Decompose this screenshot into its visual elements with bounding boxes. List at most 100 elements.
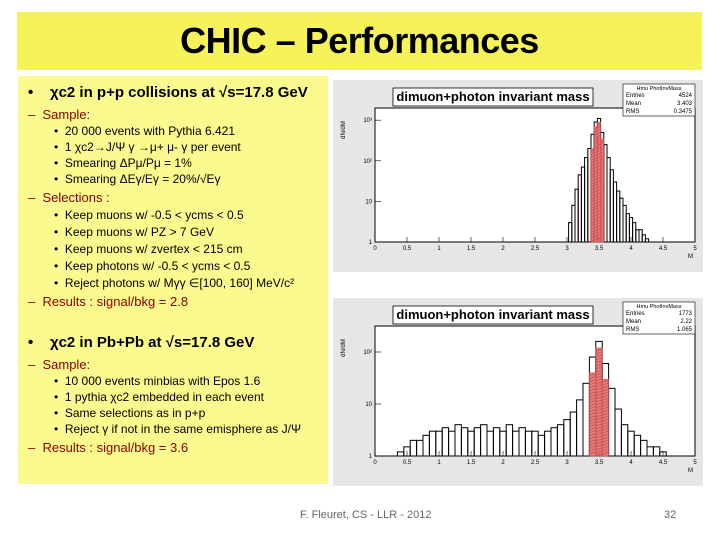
- slide-title: CHIC – Performances: [180, 20, 539, 61]
- signal-hatch: [594, 157, 598, 160]
- signal-hatch: [602, 394, 609, 398]
- signal-hatch: [595, 417, 603, 421]
- signal-hatch: [589, 436, 596, 439]
- histogram-panel-pp: dimuon+photon invariant mass Hmu PhotInvM…: [333, 80, 703, 272]
- signal-hatch: [594, 202, 598, 205]
- histogram-bin: [659, 451, 667, 457]
- signal-hatch: [595, 366, 603, 370]
- signal-hatch: [597, 137, 601, 141]
- plot-frame: [374, 325, 696, 457]
- signal-hatch: [600, 178, 604, 181]
- signal-hatch: [597, 227, 601, 231]
- stats-value: 1773: [679, 311, 693, 317]
- signal-hatch: [595, 390, 603, 394]
- signal-hatch: [594, 205, 598, 208]
- y-tick-label: 1: [369, 240, 373, 246]
- signal-hatch: [594, 166, 598, 169]
- signal-hatch: [594, 133, 598, 136]
- histogram-pp: dimuon+photon invariant mass Hmu PhotInvM…: [341, 83, 697, 260]
- signal-hatch: [594, 226, 598, 229]
- pp-sample-item: • 1 χc2→J/Ψ γ →μ+ μ- γ per event: [54, 140, 241, 154]
- pbpb-sample-item: • 10 000 events minbias with Epos 1.6: [54, 374, 261, 388]
- signal-hatch: [597, 236, 601, 240]
- text-panel: • χc2 in p+p collisions at √s=17.8 GeV –…: [18, 76, 328, 484]
- signal-hatch: [590, 239, 595, 242]
- signal-hatch: [589, 376, 596, 379]
- signal-hatch: [597, 128, 601, 132]
- signal-hatch: [590, 206, 595, 209]
- signal-hatch: [594, 142, 598, 145]
- signal-hatch: [590, 209, 595, 212]
- signal-hatch: [600, 151, 604, 154]
- signal-hatch: [600, 139, 604, 142]
- x-tick-label: 1: [437, 460, 441, 466]
- signal-hatch: [597, 179, 601, 183]
- signal-hatch: [595, 426, 603, 430]
- signal-hatch: [589, 442, 596, 445]
- signal-hatch: [589, 406, 596, 409]
- signal-hatch: [589, 427, 596, 430]
- signal-hatch: [602, 406, 609, 410]
- x-tick-label: 3.5: [595, 246, 604, 252]
- signal-hatch: [594, 172, 598, 175]
- signal-hatch: [594, 190, 598, 193]
- signal-hatch: [600, 166, 604, 169]
- pp-selection-item: • Keep muons w/ PZ > 7 GeV: [54, 225, 214, 239]
- stats-value: 3.403: [677, 101, 693, 107]
- x-tick-label: 1: [437, 246, 441, 252]
- signal-hatch: [602, 400, 609, 404]
- pp-selection-item: • Keep photons w/ -0.5 < ycms < 0.5: [54, 259, 251, 273]
- signal-hatch: [590, 185, 595, 188]
- pp-heading: χc2 in p+p collisions at √s=17.8 GeV: [49, 84, 308, 101]
- signal-hatch: [597, 215, 601, 219]
- signal-hatch: [594, 136, 598, 139]
- signal-hatch: [602, 391, 609, 395]
- signal-hatch: [590, 155, 595, 158]
- signal-hatch: [590, 167, 595, 170]
- signal-hatch: [595, 420, 603, 424]
- pp-selections-row: – Selections :: [28, 190, 110, 205]
- signal-hatch: [595, 438, 603, 442]
- signal-hatch: [600, 154, 604, 157]
- signal-hatch: [602, 403, 609, 407]
- signal-hatch: [597, 194, 601, 198]
- signal-hatch: [597, 185, 601, 189]
- signal-hatch: [600, 214, 604, 217]
- histogram-pbpb: dimuon+photon invariant mass Hmu PhotInvM…: [341, 301, 697, 474]
- signal-hatch: [602, 451, 609, 455]
- signal-hatch: [600, 193, 604, 196]
- signal-hatch: [595, 429, 603, 433]
- pp-sample-row: – Sample:: [28, 107, 90, 122]
- x-tick-label: 2: [501, 460, 505, 466]
- signal-hatch: [594, 187, 598, 190]
- x-tick-label: 3: [565, 246, 569, 252]
- signal-hatch: [589, 451, 596, 454]
- signal-hatch: [589, 403, 596, 406]
- stats-label: Entries: [626, 311, 645, 317]
- signal-hatch: [600, 169, 604, 172]
- signal-hatch: [597, 233, 601, 237]
- signal-hatch: [594, 130, 598, 133]
- signal-hatch: [590, 236, 595, 239]
- signal-hatch: [595, 414, 603, 418]
- signal-hatch: [597, 131, 601, 135]
- signal-hatch: [600, 163, 604, 166]
- pp-selection-item: • Reject photons w/ Mγγ ∈[100, 160] MeV/…: [54, 276, 295, 290]
- signal-hatch: [590, 182, 595, 185]
- signal-hatch: [600, 199, 604, 202]
- pbpb-sample-row: – Sample:: [28, 357, 90, 372]
- signal-hatch: [595, 405, 603, 409]
- signal-hatch: [594, 175, 598, 178]
- signal-hatch: [597, 188, 601, 192]
- signal-hatch: [590, 191, 595, 194]
- signal-hatch: [597, 143, 601, 147]
- signal-hatch: [589, 424, 596, 427]
- bullet-icon: •: [28, 84, 34, 101]
- pp-sample-item: • 20 000 events with Pythia 6.421: [54, 124, 235, 138]
- stats-box: [622, 83, 696, 117]
- signal-hatch: [594, 214, 598, 217]
- signal-hatch: [597, 212, 601, 216]
- signal-hatch: [597, 200, 601, 204]
- pbpb-sample-item: • Reject γ if not in the same emisphere …: [54, 422, 302, 436]
- signal-hatch: [602, 427, 609, 431]
